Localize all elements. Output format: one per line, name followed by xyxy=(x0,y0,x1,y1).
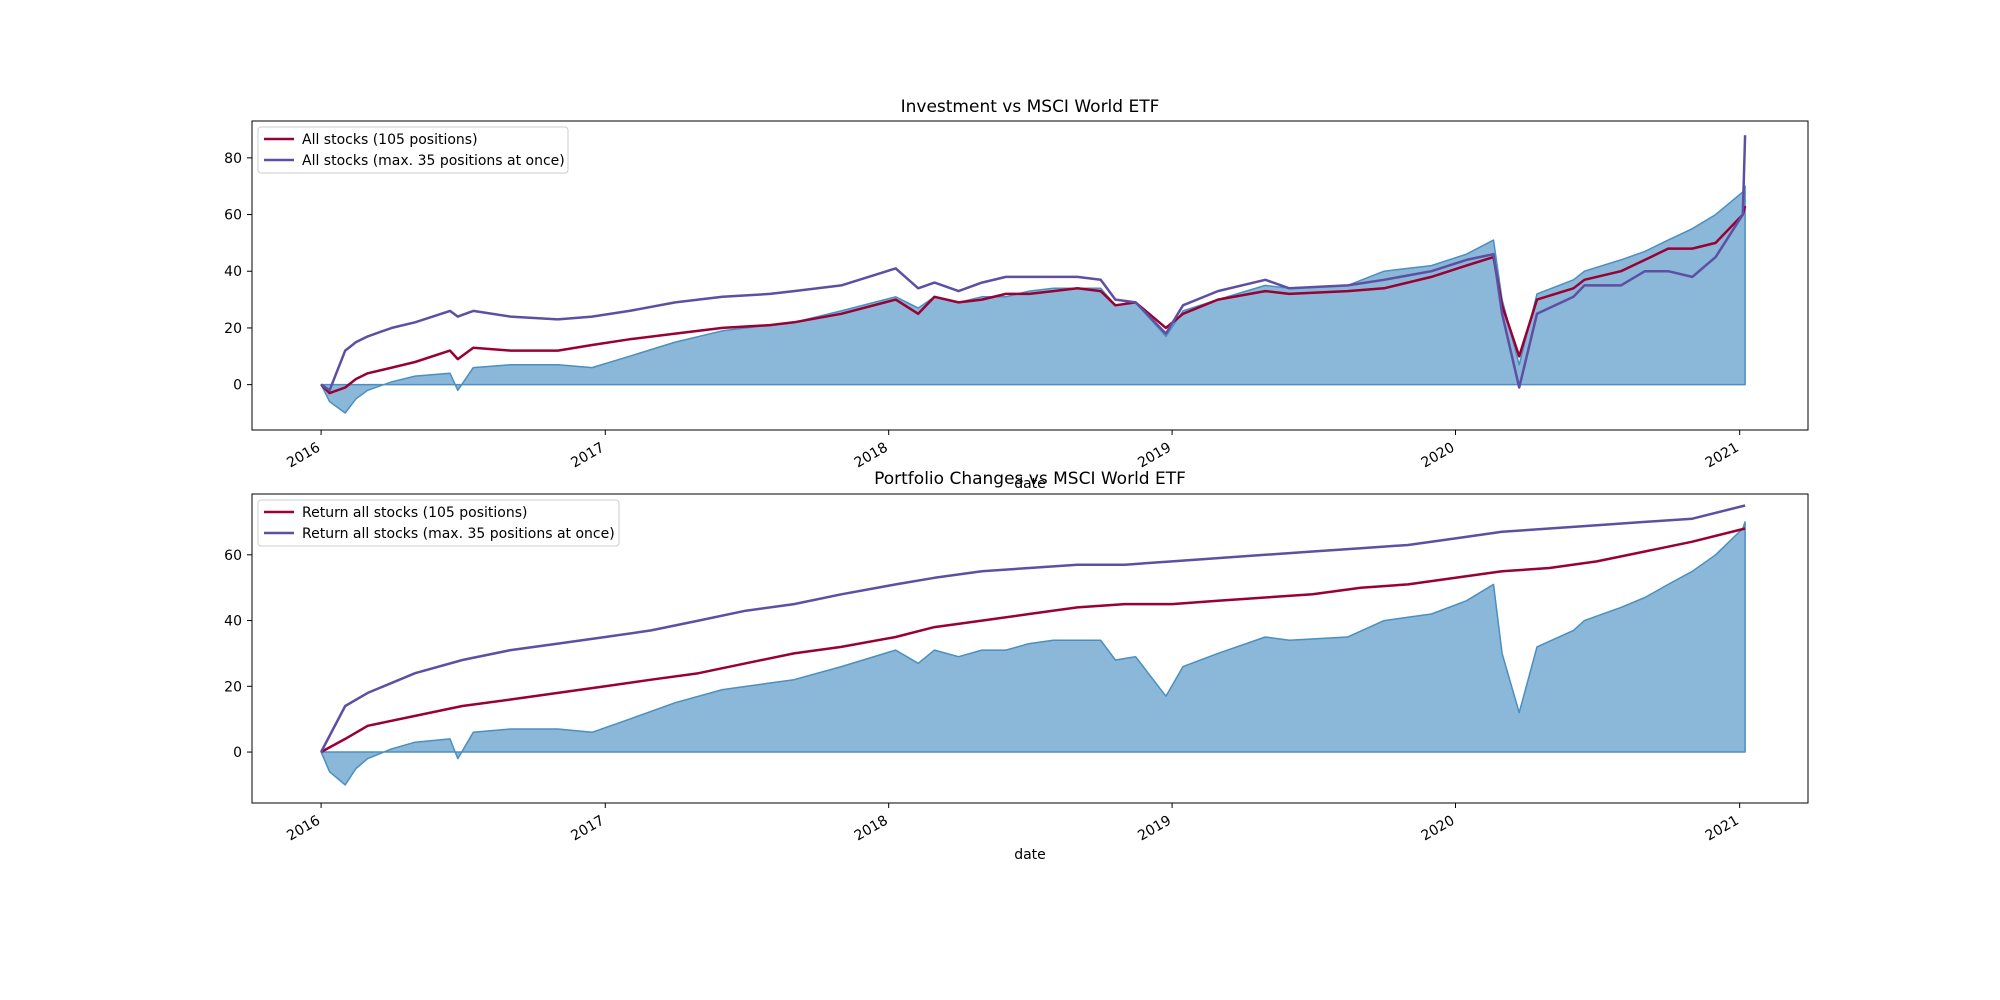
plot-area xyxy=(319,504,1746,786)
series-line-1 xyxy=(320,527,1746,754)
x-axis-label: date xyxy=(1014,847,1046,863)
series-line-2 xyxy=(319,504,1746,753)
y-tick-label: 40 xyxy=(224,264,242,280)
plot-area xyxy=(320,135,1747,414)
legend-entry: All stocks (105 positions) xyxy=(302,132,478,148)
y-tick-label: 0 xyxy=(233,745,242,761)
plot-frame xyxy=(251,493,1809,804)
x-axis-label: date xyxy=(1014,476,1046,492)
y-axis: 0 20 40 60 80 xyxy=(224,151,252,394)
legend: All stocks (105 positions) All stocks (m… xyxy=(257,126,569,174)
y-tick-label: 0 xyxy=(233,378,242,394)
legend: Return all stocks (105 positions) Return… xyxy=(257,499,620,547)
y-axis: 0 20 40 60 xyxy=(224,548,252,761)
y-tick-label: 80 xyxy=(224,151,242,167)
y-tick-label: 20 xyxy=(224,321,242,337)
legend-entry: Return all stocks (max. 35 positions at … xyxy=(302,526,615,542)
legend-frame xyxy=(257,126,569,174)
legend-frame xyxy=(257,499,620,547)
series-line-1 xyxy=(320,205,1747,395)
y-tick-label: 60 xyxy=(224,548,242,564)
plot-frame xyxy=(251,120,1809,431)
benchmark-area xyxy=(320,521,1746,786)
y-tick-label: 20 xyxy=(224,679,242,695)
y-tick-label: 40 xyxy=(224,614,242,630)
legend-entry: All stocks (max. 35 positions at once) xyxy=(302,153,565,169)
series-line-2 xyxy=(320,135,1747,392)
y-tick-label: 60 xyxy=(224,208,242,224)
chart-portfolio-changes: Portfolio Changes vs MSCI World ETF 2016… xyxy=(224,469,1809,863)
chart-title: Investment vs MSCI World ETF xyxy=(901,97,1160,117)
legend-entry: Return all stocks (105 positions) xyxy=(302,505,527,521)
chart-title: Portfolio Changes vs MSCI World ETF xyxy=(874,469,1186,489)
